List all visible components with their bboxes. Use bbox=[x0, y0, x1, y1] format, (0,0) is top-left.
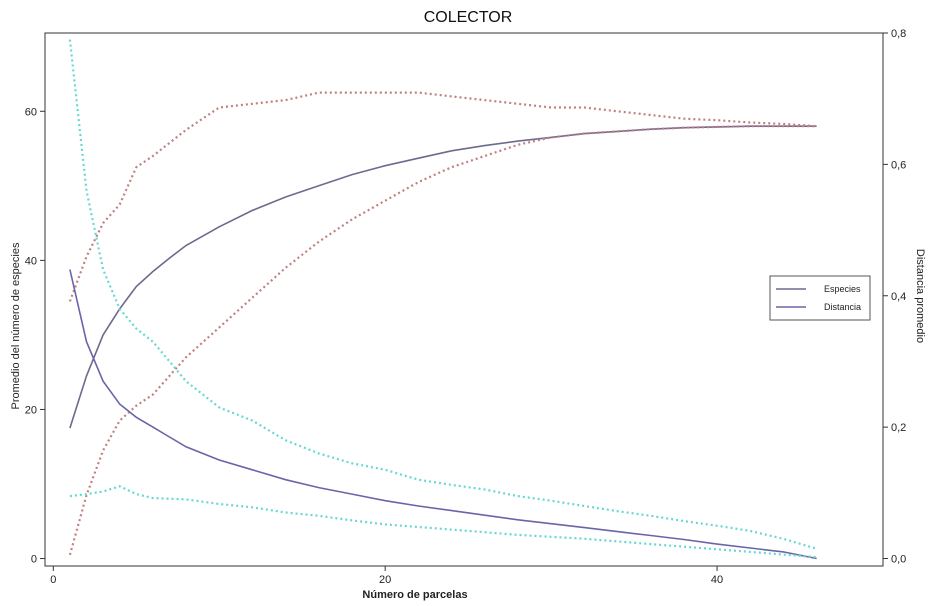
y-right-tick-label: 0,0 bbox=[891, 554, 906, 566]
y-axis-left-label: Promedio del número de especies bbox=[10, 242, 22, 409]
series-line-especies-upper-bound bbox=[68, 91, 817, 302]
legend-distancia-label: Distancia bbox=[824, 302, 861, 312]
series-line-distancia-lower-bound bbox=[69, 485, 817, 559]
plot-border bbox=[44, 32, 884, 567]
legend-especies-label: Especies bbox=[824, 284, 861, 294]
series-line-distancia-upper-bound bbox=[68, 39, 817, 550]
plot-frame bbox=[44, 32, 884, 567]
y-right-tick-label: 0,2 bbox=[891, 422, 906, 434]
y-left-tick-label: 40 bbox=[25, 255, 37, 267]
x-tick-label: 20 bbox=[379, 574, 391, 586]
series-line-distancia bbox=[69, 269, 817, 560]
y-left-tick-label: 20 bbox=[25, 404, 37, 416]
axes-layer: 0 20 40 0 20 40 60 0,0 0,2 0,4 0,6 0,8 bbox=[25, 28, 907, 586]
legend: Especies Distancia bbox=[769, 275, 871, 321]
series-layer bbox=[68, 39, 817, 560]
x-tick-label: 40 bbox=[711, 574, 723, 586]
y-right-tick-label: 0,4 bbox=[891, 291, 906, 303]
series-line-especies-lower-bound bbox=[68, 125, 817, 556]
y-left-tick-label: 60 bbox=[25, 106, 37, 118]
y-left-tick-label: 0 bbox=[31, 554, 37, 566]
x-tick-label: 0 bbox=[50, 574, 56, 586]
y-axis-right-label: Distancia promedio bbox=[914, 249, 926, 343]
chart-title: COLECTOR bbox=[424, 9, 513, 26]
x-axis-label: Número de parcelas bbox=[362, 589, 467, 601]
legend-box bbox=[769, 275, 871, 321]
y-right-tick-label: 0,8 bbox=[891, 28, 906, 40]
y-right-tick-label: 0,6 bbox=[891, 159, 906, 171]
